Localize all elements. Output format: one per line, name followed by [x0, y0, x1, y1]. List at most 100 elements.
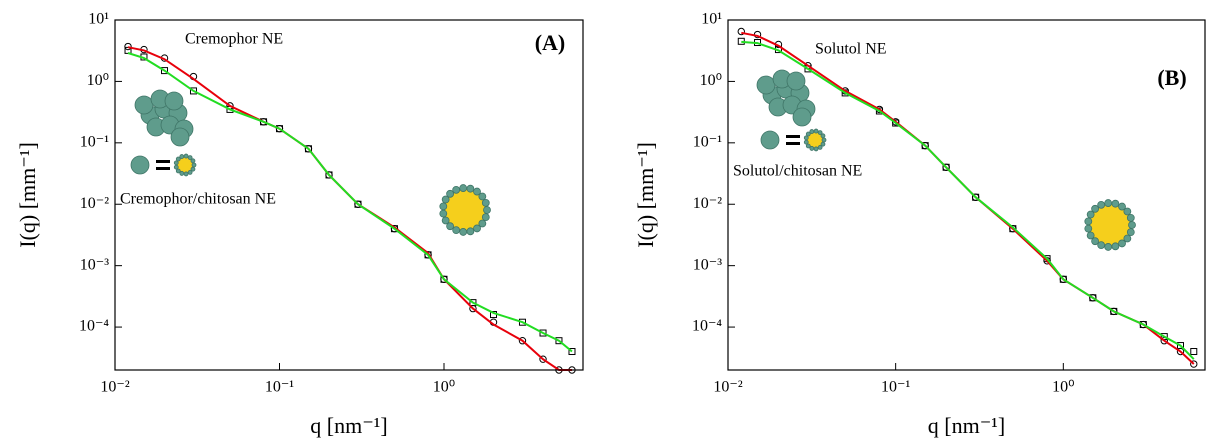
y-tick-label: 10¹: [88, 11, 109, 28]
y-tick-label: 10⁻³: [80, 256, 109, 273]
icon-sphere: [170, 127, 190, 147]
data-point: [1009, 225, 1017, 233]
icon-sphere: [760, 130, 780, 150]
icon-sphere: [452, 185, 461, 194]
data-point: [1089, 294, 1097, 302]
equals: [156, 160, 170, 163]
annotation: Solutol NE: [815, 41, 887, 58]
data-point: [568, 348, 576, 356]
annotation: Solutol/chitosan NE: [733, 163, 862, 180]
icon-sphere: [1118, 202, 1126, 211]
icon-sphere: [1111, 199, 1120, 208]
icon-core: [806, 131, 824, 149]
data-point: [424, 251, 432, 259]
data-point: [161, 67, 169, 75]
icon-sphere: [813, 128, 819, 134]
y-tick-label: 10⁻³: [693, 256, 722, 273]
fit-line: [127, 46, 572, 371]
icon-sphere: [817, 145, 823, 150]
data-point: [260, 118, 268, 126]
icon-sphere: [179, 154, 185, 159]
y-tick-label: 10⁻⁴: [692, 318, 722, 335]
data-point: [1190, 360, 1198, 368]
icon-sphere: [1126, 213, 1135, 222]
equals: [156, 167, 170, 170]
y-tick-label: 10⁻¹: [693, 134, 722, 151]
data-point: [518, 336, 527, 345]
icon-sphere: [466, 227, 475, 236]
data-point: [539, 329, 547, 337]
icon-sphere: [1086, 231, 1095, 240]
icon-sphere: [173, 164, 179, 170]
icon-sphere: [483, 206, 491, 214]
x-tick-label: 10⁻²: [713, 379, 742, 396]
data-point: [1110, 307, 1118, 315]
icon-sphere: [805, 143, 811, 149]
icon-sphere: [191, 162, 197, 168]
annotation: Cremophor NE: [185, 31, 283, 48]
x-tick-label: 10⁰: [433, 379, 455, 396]
data-point: [737, 27, 745, 36]
icon-sphere: [1097, 241, 1106, 250]
fit-line: [127, 52, 573, 353]
panel-label: (B): [1157, 65, 1186, 90]
icon-sphere: [1104, 199, 1113, 207]
icon-sphere: [446, 189, 454, 198]
icon-sphere: [1091, 204, 1099, 213]
icon-sphere: [441, 195, 450, 204]
icon-sphere: [821, 137, 827, 143]
icon-sphere: [473, 187, 481, 196]
icon-sphere: [466, 184, 475, 193]
data-point: [921, 142, 929, 150]
icon-core: [176, 156, 194, 174]
icon-sphere: [1084, 217, 1093, 226]
x-tick-label: 10⁰: [1052, 379, 1074, 396]
data-point: [189, 87, 197, 95]
y-tick-label: 10⁻²: [80, 195, 109, 212]
icon-sphere: [786, 71, 806, 91]
icon-sphere: [805, 131, 811, 137]
icon-sphere: [183, 153, 189, 159]
equals: [786, 142, 800, 145]
data-point: [539, 355, 547, 363]
data-point: [124, 42, 132, 51]
y-tick-label: 10⁻⁴: [79, 318, 109, 335]
icon-sphere: [1123, 234, 1132, 243]
data-point: [325, 171, 333, 179]
icon-sphere: [1123, 207, 1132, 216]
x-axis-label: q [nm⁻¹]: [928, 413, 1005, 438]
plot-frame: [114, 19, 584, 371]
x-tick-label: 10⁻¹: [881, 379, 910, 396]
data-point: [555, 337, 563, 345]
data-point: [440, 275, 448, 283]
icon-sphere: [1097, 200, 1106, 209]
annotation: Cremophor/chitosan NE: [120, 191, 276, 208]
x-tick-label: 10⁻²: [100, 379, 129, 396]
icon-sphere: [478, 192, 487, 201]
icon-sphere: [803, 135, 809, 141]
plot-frame: [727, 19, 1206, 371]
icon-sphere: [187, 155, 193, 160]
data-point: [1177, 342, 1185, 350]
icon-sphere: [441, 216, 450, 225]
data-point: [942, 163, 950, 171]
icon-sphere: [439, 209, 448, 218]
icon-sphere: [452, 226, 461, 235]
icon-core: [1088, 203, 1132, 247]
data-point: [1139, 321, 1147, 329]
icon-sphere: [1091, 237, 1099, 246]
icon-sphere: [478, 219, 487, 228]
icon-sphere: [187, 170, 193, 175]
icon-sphere: [817, 130, 823, 135]
icon-sphere: [792, 107, 812, 127]
icon-sphere: [1111, 242, 1120, 251]
y-tick-label: 10¹: [701, 11, 722, 28]
y-tick-label: 10⁰: [87, 72, 109, 89]
icon-sphere: [1118, 239, 1126, 248]
y-tick-label: 10⁰: [700, 72, 722, 89]
icon-sphere: [473, 224, 481, 233]
icon-sphere: [481, 213, 490, 222]
data-point: [469, 299, 477, 307]
icon-sphere: [820, 141, 826, 147]
